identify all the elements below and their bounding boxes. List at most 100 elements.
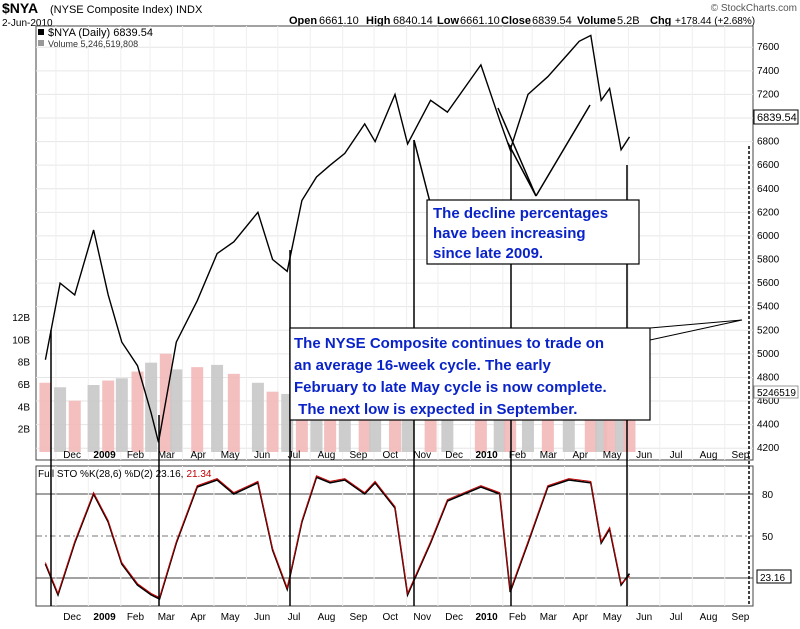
price-tick-label: 5200 (757, 325, 780, 336)
x-tick-label: Mar (158, 450, 176, 461)
callout-cycle-line-2: an average 16-week cycle. The early (294, 357, 551, 374)
high-value: 6840.14 (393, 15, 433, 27)
price-tick-label: 7200 (757, 89, 780, 100)
price-tick-label: 4600 (757, 396, 780, 407)
volume-label: Volume (577, 15, 616, 27)
callout-decline-line-1: The decline percentages (433, 205, 608, 222)
x-tick-label: Feb (509, 450, 527, 461)
x-tick-label: May (221, 450, 240, 461)
volume-bar (131, 371, 144, 452)
volume-bar (541, 411, 554, 452)
price-tick-label: 5000 (757, 349, 780, 360)
volume-bar (145, 362, 158, 452)
stochastic-badge-value: 23.16 (760, 573, 785, 584)
stochastic-d-line (44, 475, 630, 599)
stochastic-axis: 50 80 (762, 490, 774, 543)
callout-decline-line-3: since late 2009. (433, 245, 543, 262)
x-tick-label: Oct (383, 450, 399, 461)
volume-badge-value: 5246519 (757, 388, 796, 399)
x-tick-label: May (221, 612, 240, 623)
callout-decline: The decline percentages have been increa… (426, 199, 640, 265)
chg-value: +178.44 (+2.68%) (675, 16, 755, 27)
pointer-decline-3 (507, 142, 537, 197)
volume-bars (39, 353, 636, 452)
stochastic-gridlines (36, 466, 753, 606)
volume-value: 5.2B (617, 15, 640, 27)
price-legend-swatch (38, 29, 44, 35)
volume-badge (753, 385, 799, 399)
price-tick-label: 4400 (757, 420, 780, 431)
x-tick-label: 2009 (93, 450, 116, 461)
x-tick-label: Apr (190, 612, 206, 623)
volume-bar (191, 367, 204, 452)
price-line (44, 34, 631, 443)
x-tick-label: Feb (127, 612, 145, 623)
x-tick-label: Jun (254, 612, 270, 623)
x-tick-label: Jul (670, 450, 683, 461)
x-tick-label: 2010 (475, 450, 498, 461)
volume-bar (54, 387, 67, 452)
callout-cycle: The NYSE Composite continues to trade on… (289, 319, 743, 421)
price-tick-label: 4800 (757, 372, 780, 383)
chg-label: Chg (650, 15, 671, 27)
x-tick-label: Dec (445, 612, 463, 623)
volume-bar (68, 400, 81, 452)
x-tick-label: Dec (445, 450, 463, 461)
callout-cycle-line-3: February to late May cycle is now comple… (294, 379, 607, 396)
open-value: 6661.10 (319, 15, 359, 27)
callout-decline-line-2: have been increasing (433, 225, 586, 242)
x-tick-label: Dec (63, 450, 81, 461)
price-tick-label: 6600 (757, 160, 780, 171)
price-legend: $NYA (Daily) 6839.54 (48, 27, 153, 39)
volume-bar (251, 382, 264, 452)
volume-bar (211, 364, 224, 452)
x-tick-label: Jul (670, 612, 683, 623)
x-tick-label: Mar (540, 450, 558, 461)
price-tick-label: 5400 (757, 302, 780, 313)
x-tick-label: May (603, 450, 622, 461)
volume-tick-label: 8B (18, 358, 31, 369)
exchange: INDX (176, 4, 203, 16)
callout-cycle-line-4: The next low is expected in September. (294, 401, 577, 418)
x-tick-label: Nov (413, 612, 431, 623)
volume-bar (115, 378, 128, 452)
x-tick-label: 2009 (93, 612, 116, 623)
stochastic-x-axis: Dec 2009 Feb Mar Apr May Jun Jul Aug Sep Oct Nov Dec… (63, 612, 750, 623)
x-tick-label: Mar (540, 612, 558, 623)
stochastic-series (44, 475, 631, 601)
price-badge-value: 6839.54 (757, 112, 797, 124)
x-tick-label: Jun (636, 450, 652, 461)
volume-bar (39, 382, 52, 452)
price-axis: 4200 4400 4600 4800 5000 5200 5400 5600 5800 6000… (757, 42, 780, 454)
price-tick-label: 5800 (757, 255, 780, 266)
volume-bar (474, 411, 487, 452)
price-tick-label: 6800 (757, 137, 780, 148)
close-value: 6839.54 (532, 15, 572, 27)
callout-decline-box (426, 199, 640, 265)
x-tick-label: Mar (158, 612, 176, 623)
stochastic-legend: Full STO %K(28,6) %D(2) 23.16, 21.34 (38, 469, 212, 480)
x-tick-label: Feb (127, 450, 145, 461)
volume-bar (102, 380, 115, 452)
pointer-decline-1 (413, 139, 433, 211)
high-label: High (366, 15, 391, 27)
x-tick-label: Aug (318, 612, 336, 623)
price-tick-label: 6200 (757, 207, 780, 218)
price-tick-label: 6400 (757, 184, 780, 195)
x-tick-label: Oct (383, 612, 399, 623)
x-tick-label: Apr (573, 450, 589, 461)
x-tick-label: Aug (318, 450, 336, 461)
x-tick-label: Jul (288, 450, 301, 461)
volume-tick-label: 12B (12, 313, 30, 324)
volume-tick-label: 6B (18, 380, 31, 391)
volume-tick-label: 10B (12, 335, 30, 346)
volume-legend: Volume 5,246,519,808 (48, 39, 138, 49)
callout-cycle-box (289, 327, 651, 421)
price-tick-label: 7600 (757, 42, 780, 53)
x-tick-label: Sep (349, 612, 367, 623)
x-tick-label: May (603, 612, 622, 623)
price-tick-label: 7400 (757, 66, 780, 77)
volume-bar (227, 373, 240, 452)
x-tick-label: Aug (700, 450, 718, 461)
